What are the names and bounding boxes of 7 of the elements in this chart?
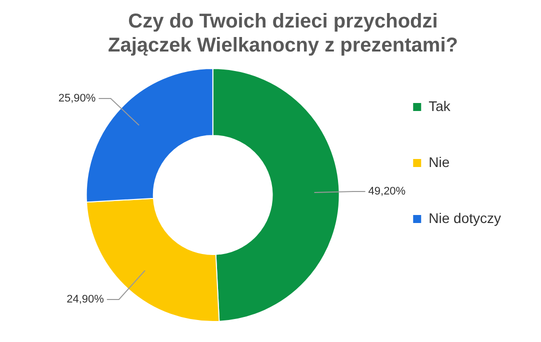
legend-label: Nie: [428, 154, 450, 170]
data-label: 25,90%: [58, 92, 96, 105]
data-label: 49,20%: [368, 186, 406, 198]
chart-title: Czy do Twoich dzieci przychodzi Zajączek Wielkanocny z prezentami?: [108, 10, 458, 57]
data-label: 24,90%: [66, 294, 104, 306]
legend-label: Nie dotyczy: [428, 210, 501, 226]
legend-label: Tak: [428, 98, 452, 114]
